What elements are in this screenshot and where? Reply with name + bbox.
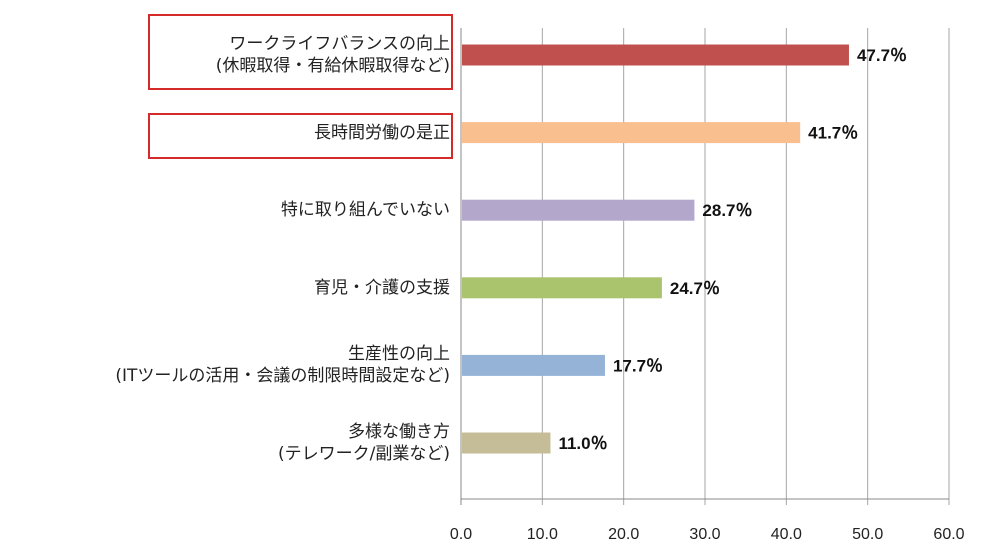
data-label: 11.0％ (558, 434, 607, 453)
category-label-line: 多様な働き方 (348, 422, 450, 442)
category-label-line: (テレワーク/副業など) (278, 444, 450, 464)
category-label: ワークライフバランスの向上 (休暇取得・有給休暇取得など) (216, 33, 450, 77)
bar (462, 122, 801, 144)
category-label: 多様な働き方 (テレワーク/副業など) (278, 421, 450, 465)
category-label-line: 育児・介護の支援 (314, 277, 450, 298)
category-label-line: ワークライフバランスの向上 (229, 34, 450, 54)
category-label-line: 長時間労働の是正 (314, 122, 450, 143)
x-tick-label: 10.0 (527, 526, 558, 543)
highlight-box (148, 113, 453, 159)
x-tick-label: 60.0 (933, 526, 964, 543)
category-label-line: 生産性の向上 (348, 344, 450, 365)
category-label: 育児・介護の支援 (314, 277, 450, 299)
bar (462, 432, 551, 454)
bar (462, 44, 849, 66)
x-tick-label: 50.0 (852, 526, 883, 543)
category-label-line: (ITツールの活用・会議の制限時間設定など) (115, 366, 450, 387)
category-label: 特に取り組んでいない (281, 199, 450, 221)
x-tick-label: 40.0 (771, 526, 802, 543)
data-label: 24.7％ (670, 279, 720, 298)
category-label-line: (休暇取得・有給休暇取得など) (215, 56, 450, 76)
category-label-line: 特に取り組んでいない (280, 200, 450, 221)
bar (462, 199, 695, 221)
data-label: 41.7％ (808, 124, 858, 143)
data-label: 47.7％ (857, 46, 907, 65)
category-label: 長時間労働の是正 (314, 122, 450, 144)
x-tick-label: 30.0 (689, 526, 720, 543)
data-label: 28.7％ (702, 201, 752, 220)
data-label: 17.7％ (613, 356, 663, 375)
category-label: 生産性の向上 (ITツールの活用・会議の制限時間設定など) (115, 343, 450, 387)
highlight-box (148, 14, 453, 90)
bar (462, 277, 662, 299)
bar (462, 354, 605, 376)
x-tick-label: 0.0 (450, 526, 472, 543)
x-tick-label: 20.0 (608, 526, 639, 543)
